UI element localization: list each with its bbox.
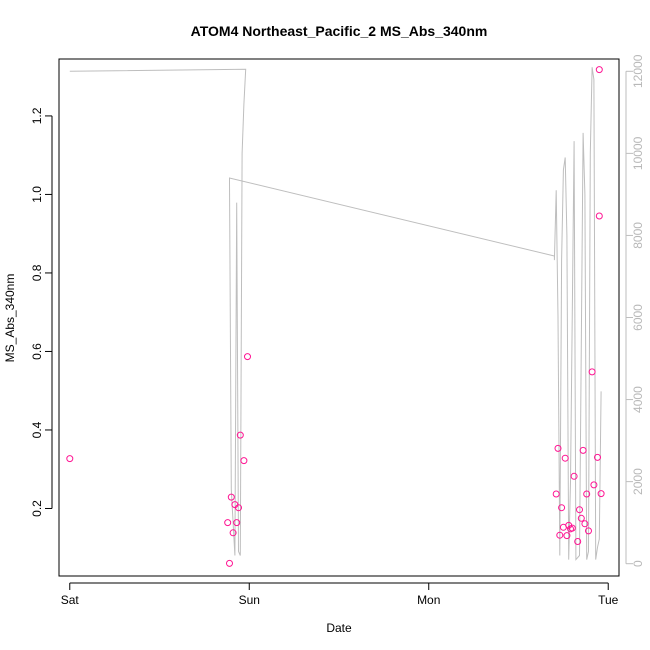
- y2-tick-label-1: 2000: [631, 468, 645, 495]
- data-point-20: [568, 524, 576, 532]
- data-point-25: [579, 446, 587, 454]
- point-series-group: [66, 66, 605, 567]
- x-tick-label-2: Mon: [417, 593, 440, 607]
- data-point-29: [588, 368, 596, 376]
- plot-frame: [58, 58, 620, 577]
- y2-tick-label-2: 4000: [631, 386, 645, 413]
- data-point-33: [595, 66, 603, 74]
- y-tick-label-1: 0.4: [30, 421, 44, 438]
- data-point-1: [224, 519, 232, 527]
- data-point-28: [585, 527, 592, 535]
- y2-tick-label-3: 6000: [631, 304, 645, 331]
- data-point-8: [236, 431, 244, 439]
- data-point-34: [597, 490, 605, 498]
- data-point-2: [226, 559, 233, 567]
- y-tick-label-5: 1.2: [30, 107, 44, 124]
- data-point-13: [556, 531, 564, 539]
- data-point-24: [577, 514, 585, 522]
- line-series-0: [69, 67, 602, 561]
- data-point-3: [227, 493, 235, 501]
- y-tick-label-3: 0.8: [30, 264, 44, 281]
- y-tick-label-0: 0.2: [30, 500, 44, 517]
- x-tick-label-3: Tue: [598, 593, 619, 607]
- data-point-14: [558, 504, 566, 512]
- x-tick-label-0: Sat: [61, 593, 80, 607]
- data-point-0: [66, 455, 74, 463]
- y-tick-label-4: 1.0: [30, 186, 44, 203]
- y2-axis: 0 2000 4000 6000 8000 10000 12000: [625, 54, 645, 567]
- data-point-9: [240, 457, 248, 465]
- data-point-11: [552, 490, 560, 498]
- x-axis-title: Date: [326, 621, 352, 635]
- data-point-32: [595, 212, 603, 220]
- chart-title: ATOM4 Northeast_Pacific_2 MS_Abs_340nm: [191, 23, 488, 39]
- y2-tick-label-6: 12000: [631, 54, 645, 88]
- data-point-30: [590, 481, 598, 489]
- data-point-16: [561, 454, 569, 462]
- data-point-12: [554, 444, 562, 452]
- y2-tick-label-0: 0: [631, 560, 645, 567]
- x-tick-label-1: Sun: [239, 593, 260, 607]
- data-point-22: [574, 538, 582, 545]
- data-point-10: [244, 353, 251, 361]
- data-point-23: [576, 506, 583, 514]
- data-point-6: [233, 519, 241, 527]
- y-axis-title: MS_Abs_340nm: [3, 274, 17, 363]
- data-point-21: [570, 472, 578, 480]
- data-point-26: [581, 520, 589, 528]
- data-point-4: [229, 529, 237, 537]
- y-tick-label-2: 0.6: [30, 343, 44, 360]
- y2-tick-label-5: 10000: [631, 136, 645, 170]
- x-axis: Sat Sun Mon Tue: [61, 582, 619, 607]
- data-point-7: [235, 504, 242, 512]
- data-point-27: [583, 490, 591, 498]
- data-point-31: [594, 453, 601, 461]
- y-axis: 0.2 0.4 0.6 0.8 1.0 1.2: [30, 107, 53, 517]
- line-series-group: [69, 67, 602, 561]
- y2-tick-label-4: 8000: [631, 222, 645, 249]
- data-point-17: [563, 532, 571, 540]
